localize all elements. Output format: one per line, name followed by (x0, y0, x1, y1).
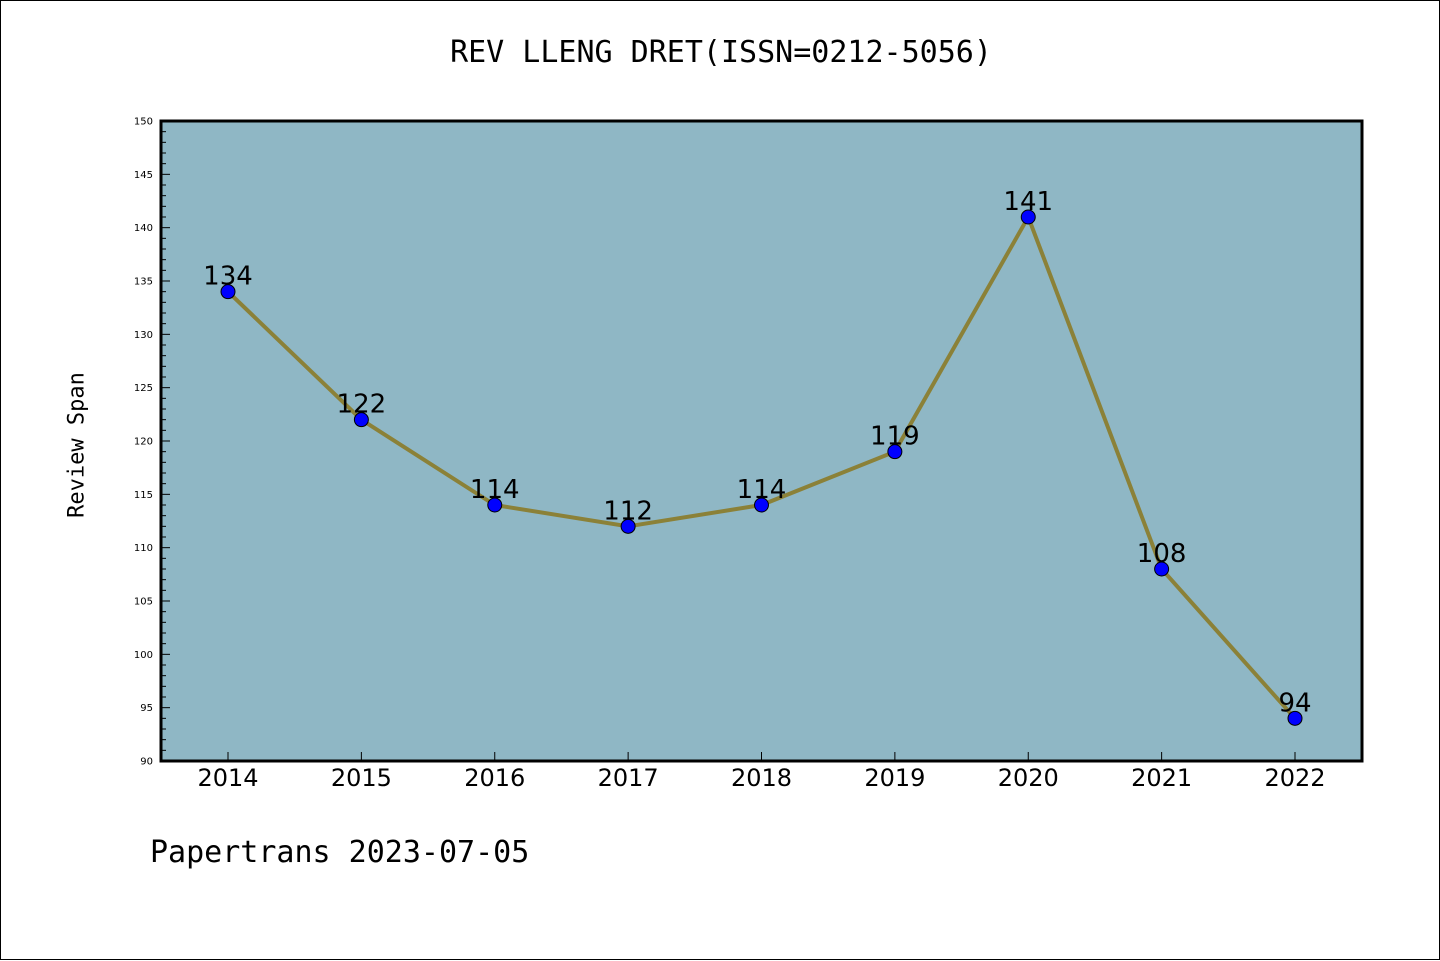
data-label: 141 (1003, 187, 1053, 217)
data-label: 108 (1137, 539, 1187, 569)
chart-title: REV LLENG DRET(ISSN=0212-5056) (450, 35, 992, 70)
data-point (353, 412, 369, 428)
y-tick-label: 110 (134, 543, 153, 554)
data-label: 122 (337, 390, 387, 420)
y-axis: 90 95 100 105 110 115 120 125 130 135 140 145 150 (134, 117, 170, 768)
x-tick-label: 2016 (464, 764, 525, 792)
y-tick-label: 120 (134, 437, 153, 448)
data-label: 114 (737, 475, 787, 505)
data-labels: 134 122 114 112 114 119 141 108 94 (203, 187, 1311, 718)
data-point (1154, 561, 1170, 577)
x-tick-label: 2014 (197, 764, 258, 792)
data-label: 119 (870, 422, 920, 452)
y-tick-label: 105 (134, 597, 153, 608)
y-tick-label: 140 (134, 223, 153, 234)
data-point (220, 284, 236, 300)
y-tick-label: 130 (134, 330, 153, 341)
x-tick-label: 2017 (598, 764, 659, 792)
x-tick-label: 2020 (998, 764, 1059, 792)
y-tick-label: 135 (134, 277, 153, 288)
data-label: 94 (1278, 688, 1311, 718)
y-tick-label: 125 (134, 383, 153, 394)
data-point (887, 444, 903, 460)
data-point (1287, 710, 1303, 726)
data-label: 112 (603, 496, 653, 526)
data-point (620, 518, 636, 534)
y-tick-label: 90 (140, 757, 153, 768)
x-tick-label: 2022 (1264, 764, 1325, 792)
y-tick-label: 145 (134, 170, 153, 181)
y-tick-label: 115 (134, 490, 153, 501)
data-label: 114 (470, 475, 520, 505)
x-tick-label: 2021 (1131, 764, 1192, 792)
x-tick-label: 2015 (331, 764, 392, 792)
y-tick-label: 95 (140, 703, 153, 714)
x-axis: 2014 2015 2016 2017 2018 2019 2020 2021 2022 (197, 752, 1326, 792)
y-tick-label: 100 (134, 650, 153, 661)
data-points (220, 209, 1303, 726)
data-point (754, 497, 769, 513)
x-tick-label: 2018 (731, 764, 792, 792)
data-label: 134 (203, 262, 253, 292)
footer-stamp: Papertrans 2023-07-05 (150, 835, 530, 870)
plot-area (161, 121, 1362, 761)
plot-border (159, 119, 1364, 763)
data-point (1020, 209, 1036, 225)
data-point (487, 497, 503, 513)
y-tick-label: 150 (134, 117, 153, 128)
x-tick-label: 2019 (864, 764, 925, 792)
